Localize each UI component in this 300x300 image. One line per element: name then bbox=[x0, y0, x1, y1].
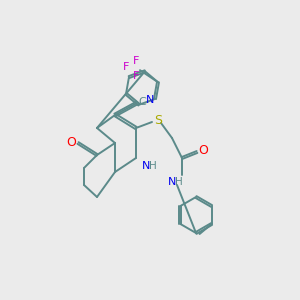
Text: S: S bbox=[154, 115, 162, 128]
Text: F: F bbox=[133, 56, 139, 66]
Text: N: N bbox=[146, 95, 154, 105]
Text: C: C bbox=[138, 97, 146, 107]
Text: O: O bbox=[66, 136, 76, 148]
Text: F: F bbox=[123, 62, 129, 72]
Text: N: N bbox=[142, 161, 150, 171]
Text: H: H bbox=[175, 177, 183, 187]
Text: O: O bbox=[198, 143, 208, 157]
Text: H: H bbox=[149, 161, 157, 171]
Text: N: N bbox=[168, 177, 176, 187]
Text: F: F bbox=[133, 71, 139, 81]
